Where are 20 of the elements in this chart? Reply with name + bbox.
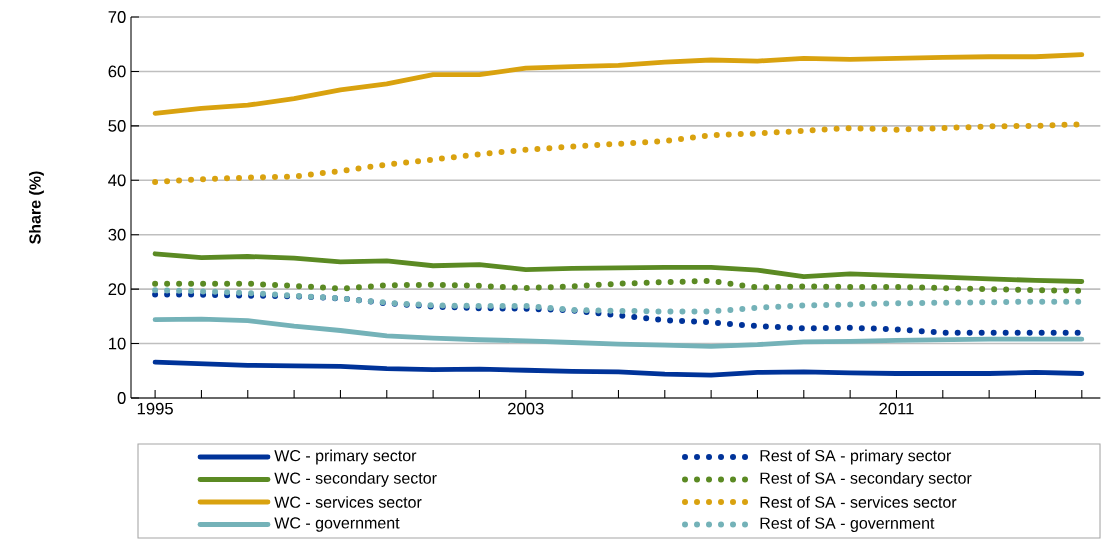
y-tick-label: 50	[108, 119, 126, 132]
legend-label: WC - secondary sector	[274, 472, 437, 487]
x-tick-label: 2003	[508, 402, 544, 415]
legend-label: WC - services sector	[274, 496, 422, 508]
y-tick-label: 20	[108, 283, 126, 296]
y-tick-label: 60	[108, 65, 126, 78]
x-tick-label: 1995	[137, 402, 173, 415]
legend-label: Rest of SA - services sector	[760, 496, 957, 508]
legend-label: Rest of SA - secondary sector	[760, 472, 972, 487]
legend-label: Rest of SA - government	[760, 517, 935, 532]
y-axis-title: Share (%)	[28, 171, 44, 244]
y-tick-label: 70	[108, 11, 126, 23]
legend-label: WC - government	[274, 517, 400, 532]
y-tick-label: 40	[108, 174, 126, 187]
y-tick-label: 30	[108, 228, 126, 241]
legend-label: WC - primary sector	[274, 449, 417, 465]
x-tick-label: 2011	[879, 402, 914, 415]
y-tick-label: 10	[109, 337, 126, 350]
y-tick-label: 0	[117, 392, 126, 404]
legend-label: Rest of SA - primary sector	[760, 449, 952, 465]
